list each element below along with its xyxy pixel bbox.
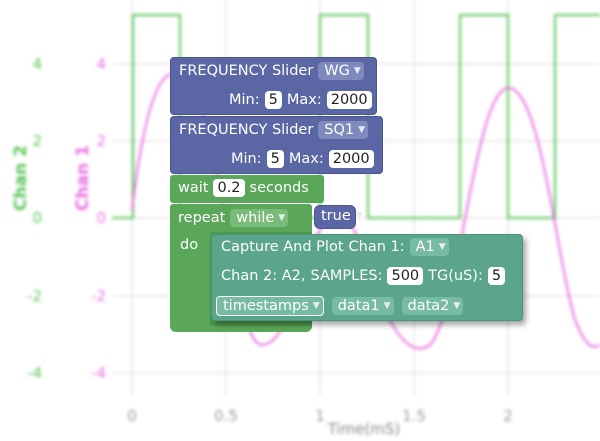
repeat-label: repeat: [178, 210, 226, 226]
capture-title: Capture And Plot: [221, 239, 344, 255]
x-axis-label: Time(mS): [327, 420, 401, 438]
chan2-axis-label: Chan 2: [11, 145, 31, 211]
dropdown-arrow-icon: ▼: [312, 301, 320, 311]
seconds-label: seconds: [249, 180, 309, 196]
chan1-dropdown[interactable]: A1 ▼: [409, 238, 449, 256]
dropdown-arrow-icon: ▼: [278, 213, 286, 223]
chan2-tick: -2: [27, 287, 42, 305]
dropdown-arrow-icon: ▼: [358, 125, 366, 135]
chan1-tick: -4: [91, 364, 106, 382]
dropdown-arrow-icon: ▼: [453, 301, 461, 311]
chan1-tick: 4: [96, 55, 106, 73]
chan2-tick: -4: [27, 364, 42, 382]
slider-name-value: SQ1: [324, 122, 355, 138]
repeat-mode-value: while: [236, 210, 275, 226]
min-field[interactable]: 5: [264, 91, 282, 109]
timestamps-variable-dropdown[interactable]: timestamps ▼: [216, 296, 324, 316]
variable-value: data2: [407, 298, 450, 314]
capture-and-plot-block[interactable]: Capture And Plot Chan 1: A1 ▼ Chan 2: A2,…: [211, 234, 523, 321]
data1-variable-dropdown[interactable]: data1 ▼: [331, 297, 394, 315]
wait-block[interactable]: wait 0.2 seconds: [170, 175, 324, 203]
min-label: Min:: [231, 151, 262, 167]
variable-value: data1: [337, 298, 380, 314]
repeat-mode-dropdown[interactable]: while ▼: [230, 209, 289, 227]
tg-label: TG(uS):: [428, 268, 483, 284]
slider-block-label: FREQUENCY Slider: [179, 122, 314, 138]
frequency-slider-block-sq1[interactable]: FREQUENCY Slider SQ1 ▼ Min: 5 Max: 2000: [170, 116, 383, 174]
samples-field[interactable]: 500: [387, 267, 424, 285]
dropdown-arrow-icon: ▼: [353, 66, 361, 76]
chan2-tick: 0: [32, 209, 42, 227]
slider-name-value: WG: [324, 63, 350, 79]
chan2-text: Chan 2: A2,: [221, 268, 306, 284]
chan1-value: A1: [415, 239, 435, 255]
max-field[interactable]: 2000: [326, 91, 372, 109]
chan1-tick: -2: [91, 287, 106, 305]
frequency-slider-block-wg[interactable]: FREQUENCY Slider WG ▼ Min: 5 Max: 2000: [170, 57, 377, 115]
boolean-value: true: [321, 208, 351, 224]
chan1-tick: 2: [96, 132, 106, 150]
slider-block-label: FREQUENCY Slider: [179, 63, 314, 79]
x-tick: 0.5: [214, 407, 238, 425]
chan2-y-ticks: 4 2 0 -2 -4: [27, 55, 42, 382]
slider-name-dropdown[interactable]: WG ▼: [318, 62, 364, 80]
chan2-tick: 2: [32, 132, 42, 150]
x-tick: 0: [127, 407, 137, 425]
slider-name-dropdown[interactable]: SQ1 ▼: [318, 121, 369, 139]
x-ticks: 0 0.5 1 1.5 2: [127, 407, 513, 425]
max-field[interactable]: 2000: [328, 150, 374, 168]
chan2-tick: 4: [32, 55, 42, 73]
chan1-tick: 0: [96, 209, 106, 227]
samples-label: SAMPLES:: [310, 268, 383, 284]
min-field[interactable]: 5: [266, 150, 284, 168]
max-label: Max:: [286, 92, 322, 108]
chan1-label: Chan 1:: [348, 239, 405, 255]
data2-variable-dropdown[interactable]: data2 ▼: [401, 297, 464, 315]
chan1-axis-label: Chan 1: [73, 145, 93, 211]
x-tick: 1: [315, 407, 325, 425]
x-tick: 1.5: [402, 407, 426, 425]
variable-value: timestamps: [223, 298, 309, 314]
dropdown-arrow-icon: ▼: [438, 242, 446, 252]
max-label: Max:: [288, 151, 324, 167]
wait-label: wait: [178, 180, 209, 196]
min-label: Min:: [229, 92, 260, 108]
dropdown-arrow-icon: ▼: [383, 301, 391, 311]
true-boolean-block[interactable]: true ▼: [314, 205, 363, 229]
tg-field[interactable]: 5: [487, 267, 506, 285]
x-tick: 2: [503, 407, 513, 425]
chan1-y-ticks: 4 2 0 -2 -4: [91, 55, 106, 382]
do-label: do: [180, 237, 199, 253]
dropdown-arrow-icon: ▼: [355, 211, 363, 221]
wait-seconds-field[interactable]: 0.2: [213, 179, 245, 197]
